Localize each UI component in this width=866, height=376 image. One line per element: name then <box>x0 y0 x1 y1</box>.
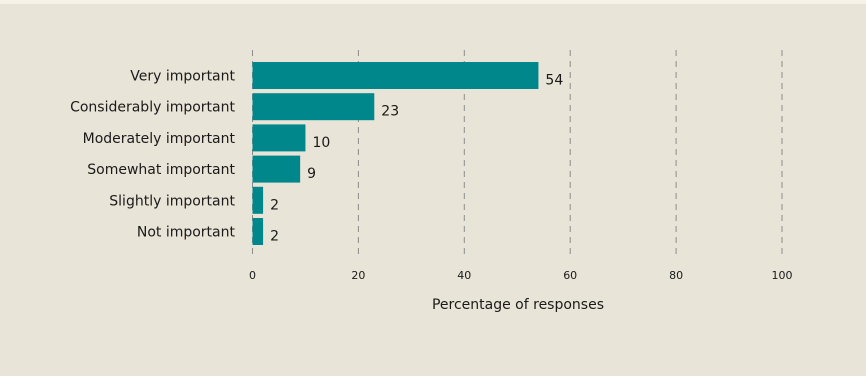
category-label: Moderately important <box>83 131 236 147</box>
bar <box>252 124 306 152</box>
bar <box>252 93 375 121</box>
category-label: Very important <box>130 69 235 85</box>
x-tick-label: 60 <box>563 269 577 282</box>
value-labels: 54 23 10 9 2 2 <box>270 73 563 245</box>
bar <box>252 62 539 89</box>
category-label: Somewhat important <box>87 162 235 178</box>
x-tick-label: 20 <box>351 269 365 282</box>
x-tick-label: 0 <box>249 269 256 282</box>
bar <box>252 155 301 183</box>
category-label: Considerably important <box>70 100 235 116</box>
data-label: 2 <box>270 197 279 213</box>
bar <box>252 218 264 245</box>
x-tick-label: 80 <box>669 269 683 282</box>
category-labels: Very important Considerably important Mode… <box>70 69 235 241</box>
data-label: 54 <box>545 73 563 89</box>
data-label: 2 <box>270 229 279 245</box>
x-tick-labels: 0 20 40 60 80 100 <box>249 269 793 282</box>
data-label: 10 <box>312 135 330 151</box>
bars <box>252 62 539 245</box>
bar <box>252 186 264 214</box>
data-label: 9 <box>307 166 316 182</box>
x-tick-label: 40 <box>457 269 471 282</box>
data-label: 23 <box>381 104 399 120</box>
category-label: Not important <box>137 225 236 241</box>
x-axis-label: Percentage of responses <box>432 297 604 313</box>
category-label: Slightly important <box>109 193 235 209</box>
x-tick-label: 100 <box>772 269 793 282</box>
